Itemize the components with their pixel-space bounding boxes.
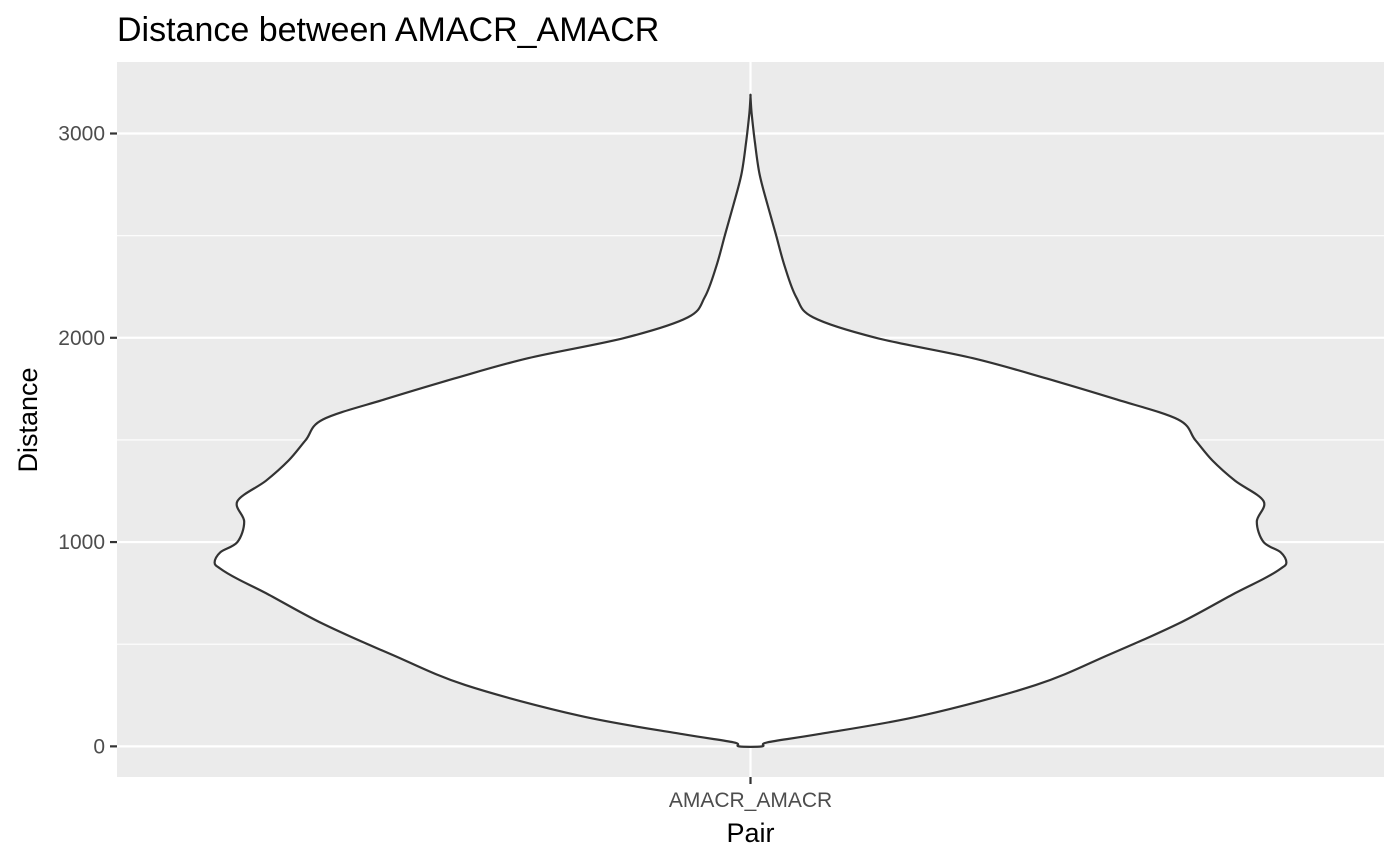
x-axis-title: Pair bbox=[726, 818, 774, 848]
x-axis: AMACR_AMACR bbox=[669, 777, 832, 812]
y-axis-title: Distance bbox=[13, 367, 43, 472]
y-tick-label: 0 bbox=[93, 735, 105, 758]
y-tick-label: 2000 bbox=[58, 327, 105, 350]
y-tick-label: 1000 bbox=[58, 531, 105, 554]
y-tick-label: 3000 bbox=[58, 123, 105, 146]
violins bbox=[213, 93, 1288, 748]
y-axis: 0 1000 2000 3000 bbox=[58, 123, 117, 758]
violin-shape bbox=[213, 93, 1288, 748]
x-tick-label: AMACR_AMACR bbox=[669, 789, 832, 812]
chart-title: Distance between AMACR_AMACR bbox=[117, 11, 659, 49]
